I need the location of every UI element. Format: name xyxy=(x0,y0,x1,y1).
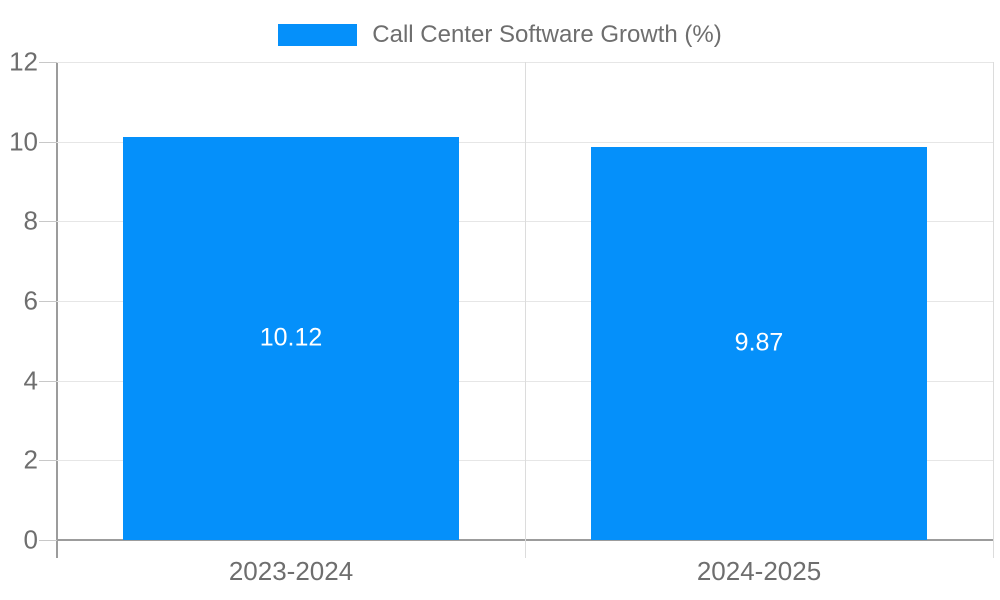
bar-2024-2025[interactable] xyxy=(590,146,928,540)
y-axis-label: 4 xyxy=(23,365,38,396)
y-tick xyxy=(39,62,57,63)
y-tick xyxy=(39,380,57,382)
y-axis-label: 2 xyxy=(23,444,38,475)
legend[interactable]: Call Center Software Growth (%) xyxy=(0,22,1000,48)
y-tick xyxy=(39,460,57,462)
y-axis-label: 12 xyxy=(9,46,38,77)
y-tick xyxy=(39,221,57,223)
bar-2023-2024[interactable] xyxy=(122,136,460,540)
y-tick xyxy=(39,141,57,143)
category-divider xyxy=(525,62,526,558)
y-tick xyxy=(39,540,57,541)
y-axis-label: 0 xyxy=(23,524,38,555)
y-axis-label: 6 xyxy=(23,285,38,316)
plot-area: 0 2 4 6 8 10 12 10.12 2023-2024 9.87 2024-2025 xyxy=(9,47,994,586)
y-axis-label: 8 xyxy=(23,205,38,236)
bar-value-label: 10.12 xyxy=(259,323,323,352)
x-axis-label: 2024-2025 xyxy=(696,556,822,586)
bar-value-label: 9.87 xyxy=(734,328,784,357)
y-axis-label: 10 xyxy=(9,126,38,157)
x-axis-label: 2023-2024 xyxy=(228,556,354,586)
plot-right-border xyxy=(993,62,994,558)
y-axis-line xyxy=(56,62,58,558)
legend-label: Call Center Software Growth (%) xyxy=(372,21,722,48)
y-tick xyxy=(39,301,57,302)
legend-swatch xyxy=(278,24,358,46)
